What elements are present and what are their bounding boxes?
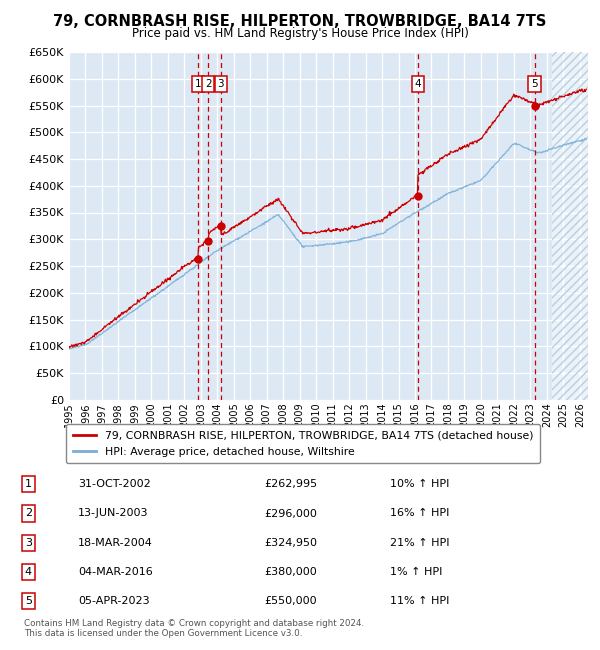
Text: 5: 5	[25, 596, 32, 606]
Text: £324,950: £324,950	[264, 538, 317, 548]
Text: 4: 4	[415, 79, 421, 89]
Text: Price paid vs. HM Land Registry's House Price Index (HPI): Price paid vs. HM Land Registry's House …	[131, 27, 469, 40]
Text: 04-MAR-2016: 04-MAR-2016	[78, 567, 153, 577]
Bar	[552, 52, 588, 400]
Text: 11% ↑ HPI: 11% ↑ HPI	[390, 596, 449, 606]
Text: Contains HM Land Registry data © Crown copyright and database right 2024.
This d: Contains HM Land Registry data © Crown c…	[24, 619, 364, 638]
Text: 1% ↑ HPI: 1% ↑ HPI	[390, 567, 442, 577]
Bar	[552, 52, 588, 400]
Text: 3: 3	[217, 79, 224, 89]
Text: 1: 1	[25, 479, 32, 489]
Text: 4: 4	[25, 567, 32, 577]
Text: 31-OCT-2002: 31-OCT-2002	[78, 479, 151, 489]
Text: 21% ↑ HPI: 21% ↑ HPI	[390, 538, 449, 548]
Text: £262,995: £262,995	[264, 479, 317, 489]
Legend: 79, CORNBRASH RISE, HILPERTON, TROWBRIDGE, BA14 7TS (detached house), HPI: Avera: 79, CORNBRASH RISE, HILPERTON, TROWBRIDG…	[66, 424, 540, 463]
Text: 2: 2	[25, 508, 32, 519]
Text: 3: 3	[25, 538, 32, 548]
Text: 05-APR-2023: 05-APR-2023	[78, 596, 149, 606]
Text: £296,000: £296,000	[264, 508, 317, 519]
Text: 10% ↑ HPI: 10% ↑ HPI	[390, 479, 449, 489]
Text: £550,000: £550,000	[264, 596, 317, 606]
Text: 13-JUN-2003: 13-JUN-2003	[78, 508, 149, 519]
Text: 2: 2	[205, 79, 212, 89]
Text: £380,000: £380,000	[264, 567, 317, 577]
Text: 5: 5	[532, 79, 538, 89]
Text: 16% ↑ HPI: 16% ↑ HPI	[390, 508, 449, 519]
Text: 1: 1	[194, 79, 202, 89]
Text: 79, CORNBRASH RISE, HILPERTON, TROWBRIDGE, BA14 7TS: 79, CORNBRASH RISE, HILPERTON, TROWBRIDG…	[53, 14, 547, 29]
Text: 18-MAR-2004: 18-MAR-2004	[78, 538, 153, 548]
